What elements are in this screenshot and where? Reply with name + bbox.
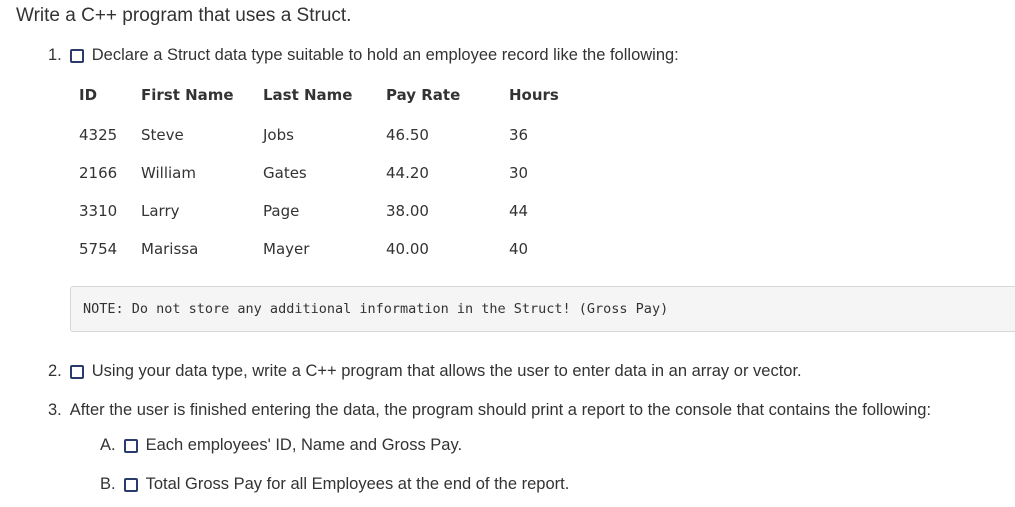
table-cell: Marissa xyxy=(141,240,199,258)
column-header-pay-rate: Pay Rate xyxy=(386,86,461,104)
checkbox-icon[interactable] xyxy=(123,438,138,453)
table-cell: William xyxy=(141,164,196,182)
checkbox-icon[interactable] xyxy=(69,48,84,63)
table-cell: 40 xyxy=(509,240,529,258)
list-item-1: 1. Declare a Struct data type suitable t… xyxy=(48,46,679,65)
table-cell: Page xyxy=(263,202,300,220)
item-text: Total Gross Pay for all Employees at the… xyxy=(145,475,570,493)
table-cell: Jobs xyxy=(263,126,294,144)
page-title: Write a C++ program that uses a Struct. xyxy=(16,5,352,26)
table-cell: 2166 xyxy=(79,164,118,182)
table-cell: 30 xyxy=(509,164,529,182)
item-text: Declare a Struct data type suitable to h… xyxy=(91,46,679,64)
checkbox-icon[interactable] xyxy=(123,477,138,492)
column-header-first-name: First Name xyxy=(141,86,234,104)
table-cell: 46.50 xyxy=(386,126,429,144)
item-text: After the user is finished entering the … xyxy=(69,401,932,419)
table-cell: Steve xyxy=(141,126,184,144)
sub-item-b: B. Total Gross Pay for all Employees at … xyxy=(100,475,569,494)
list-item-3: 3. After the user is finished entering t… xyxy=(48,401,931,420)
table-cell: 3310 xyxy=(79,202,118,220)
item-number: 2. xyxy=(48,362,62,380)
checkbox-icon[interactable] xyxy=(69,364,84,379)
note-code-block: NOTE: Do not store any additional inform… xyxy=(70,286,1015,332)
table-cell: Gates xyxy=(263,164,307,182)
list-item-2: 2. Using your data type, write a C++ pro… xyxy=(48,362,802,381)
table-cell: 40.00 xyxy=(386,240,429,258)
item-number: A. xyxy=(100,436,116,454)
table-cell: 38.00 xyxy=(386,202,429,220)
column-header-id: ID xyxy=(79,86,98,104)
table-cell: 44.20 xyxy=(386,164,429,182)
item-text: Using your data type, write a C++ progra… xyxy=(91,362,802,380)
item-number: B. xyxy=(100,475,116,493)
column-header-last-name: Last Name xyxy=(263,86,353,104)
table-cell: Larry xyxy=(141,202,180,220)
item-text: Each employees' ID, Name and Gross Pay. xyxy=(145,436,463,454)
item-number: 1. xyxy=(48,46,62,64)
table-cell: 4325 xyxy=(79,126,118,144)
table-cell: Mayer xyxy=(263,240,310,258)
table-cell: 5754 xyxy=(79,240,118,258)
item-number: 3. xyxy=(48,401,62,419)
sub-item-a: A. Each employees' ID, Name and Gross Pa… xyxy=(100,436,462,455)
column-header-hours: Hours xyxy=(509,86,559,104)
table-cell: 36 xyxy=(509,126,529,144)
table-cell: 44 xyxy=(509,202,529,220)
